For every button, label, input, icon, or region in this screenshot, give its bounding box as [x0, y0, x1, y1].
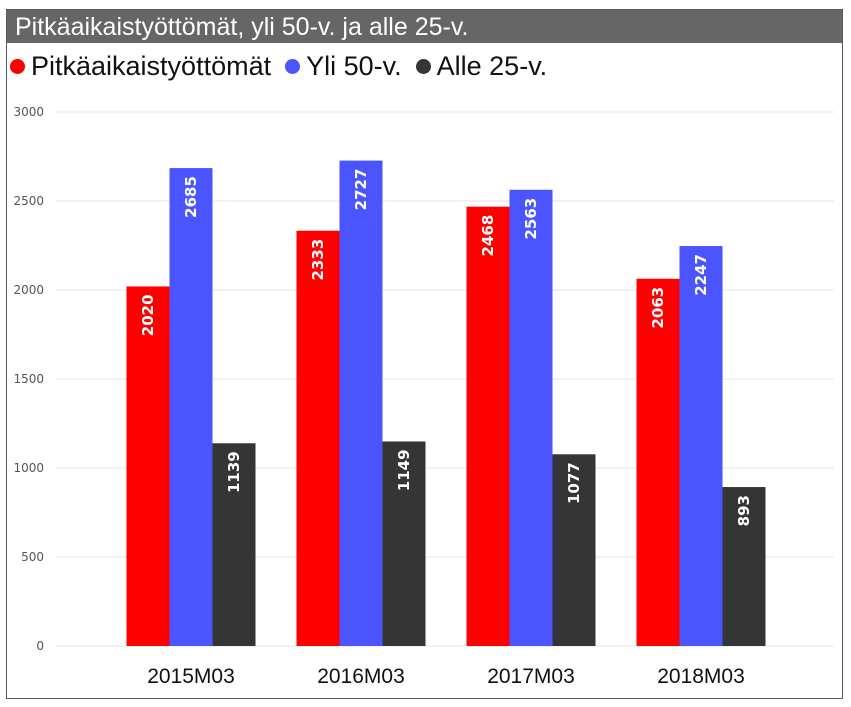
data-label: 2563	[522, 198, 540, 240]
data-label: 2063	[649, 287, 667, 329]
bar[interactable]	[212, 443, 256, 646]
legend-label: Alle 25-v.	[436, 50, 548, 81]
legend-marker	[285, 58, 301, 74]
title-bar: Pitkäaikaistyöttömät, yli 50-v. ja alle …	[7, 10, 842, 43]
legend-label: Pitkäaikaistyöttömät	[31, 50, 272, 81]
legend-item-yli-50[interactable]: Yli 50-v.	[285, 51, 402, 82]
data-label: 2333	[309, 239, 327, 281]
y-tick-label: 500	[21, 550, 44, 564]
bar[interactable]	[722, 487, 766, 646]
bar[interactable]	[126, 286, 170, 646]
bar[interactable]	[509, 189, 553, 646]
data-label: 2468	[479, 215, 497, 257]
chart-title: Pitkäaikaistyöttömät, yli 50-v. ja alle …	[15, 13, 469, 41]
bar[interactable]	[169, 168, 213, 646]
bar[interactable]	[466, 206, 510, 647]
data-label: 1139	[225, 451, 243, 493]
legend-marker	[415, 58, 431, 74]
data-label: 2685	[182, 176, 200, 218]
data-label: 893	[735, 495, 753, 526]
bar[interactable]	[296, 230, 340, 646]
y-tick-label: 2000	[13, 283, 44, 297]
bar[interactable]	[679, 246, 723, 646]
data-label: 2727	[352, 169, 370, 211]
bar[interactable]	[552, 454, 596, 646]
y-tick-label: 2500	[13, 194, 44, 208]
y-tick-label: 3000	[13, 105, 44, 119]
x-tick-label: 2018M03	[657, 665, 745, 688]
bar[interactable]	[339, 160, 383, 646]
x-tick-label: 2017M03	[487, 665, 575, 688]
data-label: 2020	[139, 294, 157, 336]
legend: Pitkäaikaistyöttömät Yli 50-v. Alle 25-v…	[10, 46, 561, 86]
y-tick-label: 1000	[13, 461, 44, 475]
data-label: 1149	[395, 449, 413, 491]
y-tick-label: 0	[36, 639, 44, 653]
legend-marker	[10, 58, 25, 74]
data-label: 2247	[692, 254, 710, 296]
y-tick-label: 1500	[13, 372, 44, 386]
data-label: 1077	[565, 462, 583, 504]
x-tick-label: 2016M03	[317, 665, 405, 688]
bar[interactable]	[636, 278, 680, 646]
legend-item-pitkaaikaistyottomat[interactable]: Pitkäaikaistyöttömät	[10, 51, 271, 82]
bar[interactable]	[382, 441, 426, 646]
x-tick-label: 2015M03	[147, 665, 235, 688]
legend-item-alle-25[interactable]: Alle 25-v.	[415, 50, 548, 82]
legend-label: Yli 50-v.	[306, 50, 402, 81]
